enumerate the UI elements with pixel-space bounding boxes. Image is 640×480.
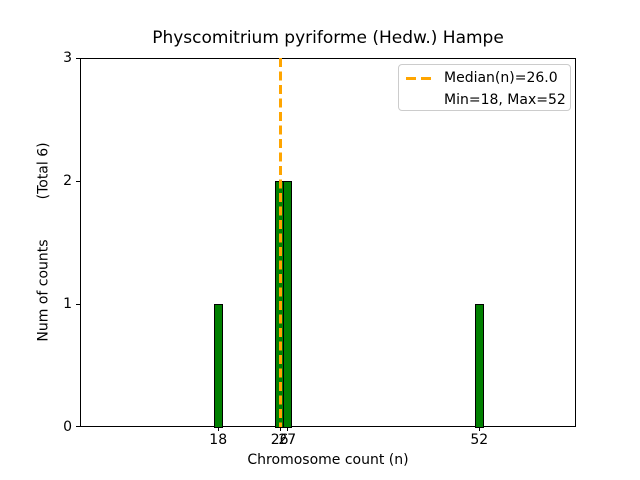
bar-n18: [213, 304, 223, 428]
y-tick-label-3: 3: [63, 50, 72, 66]
median-dashed-line-sample: [406, 76, 432, 80]
x-tick-label-52: 52: [470, 432, 489, 448]
y-tick-mark-2: [76, 181, 80, 182]
x-tick-mark-18: [218, 427, 220, 431]
bar-n27: [282, 181, 292, 428]
legend-sample-spacer: [406, 99, 432, 102]
y-tick-mark-3: [76, 58, 80, 59]
x-tick-label-26: 26: [270, 432, 289, 448]
x-axis-label: Chromosome count (n): [247, 452, 409, 468]
chart-title: Physcomitrium pyriforme (Hedw.) Hampe: [152, 28, 504, 48]
y-tick-label-2: 2: [63, 173, 72, 189]
x-tick-label-18: 18: [209, 432, 228, 448]
y-tick-mark-1: [76, 304, 80, 305]
legend: Median(n)=26.0 Min=18, Max=52: [398, 64, 571, 111]
y-tick-mark-0: [76, 426, 80, 427]
legend-label-median: Median(n)=26.0: [444, 70, 558, 86]
x-tick-mark-26: [279, 427, 281, 431]
plot-area: [80, 58, 576, 427]
legend-row-minmax: Min=18, Max=52: [406, 89, 566, 111]
x-tick-mark-52: [479, 427, 481, 431]
legend-label-minmax: Min=18, Max=52: [444, 92, 566, 108]
bar-n52: [474, 304, 484, 428]
median-line: [278, 58, 282, 427]
y-tick-label-1: 1: [63, 296, 72, 312]
x-tick-mark-27: [287, 427, 289, 431]
y-tick-label-0: 0: [63, 419, 72, 435]
x-tick-label-27: 27: [278, 432, 297, 448]
legend-row-median: Median(n)=26.0: [406, 67, 564, 89]
